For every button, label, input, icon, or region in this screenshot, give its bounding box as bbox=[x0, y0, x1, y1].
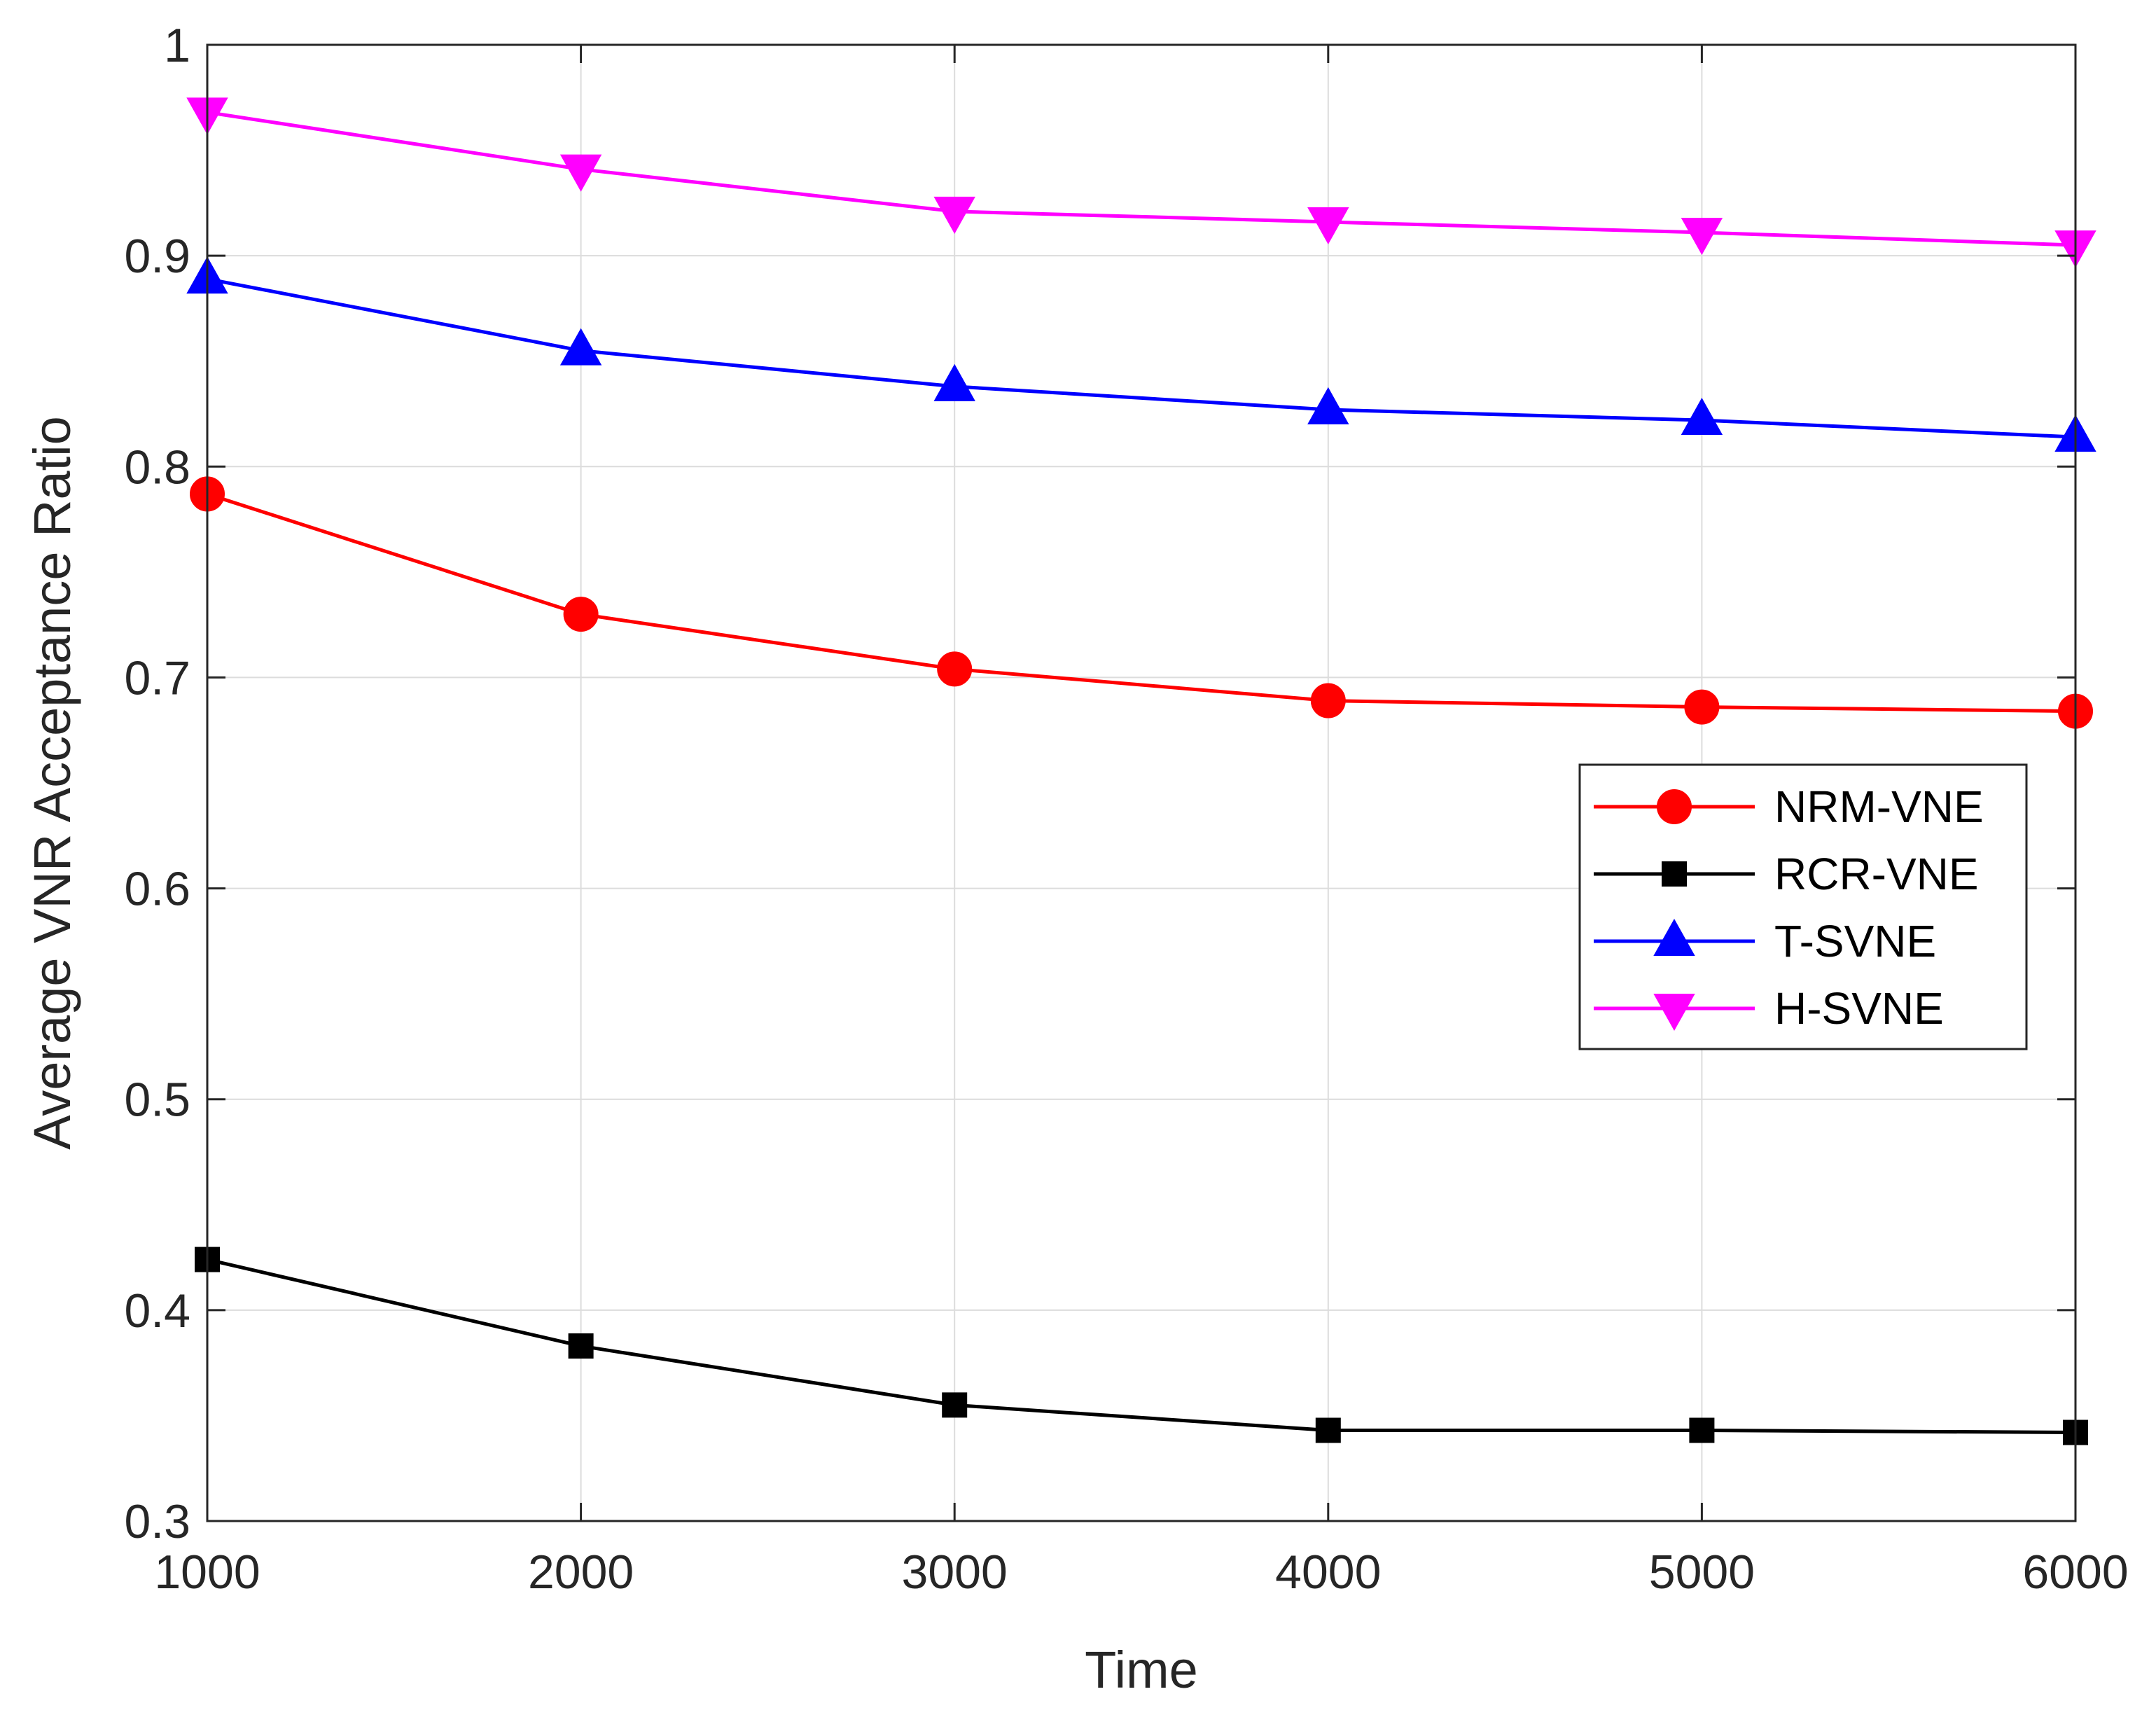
data-point-t-svne bbox=[1307, 387, 1349, 424]
series-h-svne bbox=[186, 97, 2096, 268]
tick-labels: 1000 2000 3000 4000 5000 6000 0.3 0.4 0.5 0.6 0.7 0… bbox=[124, 19, 2128, 1599]
data-point-h-svne bbox=[559, 154, 602, 192]
data-point-rcr-vne bbox=[1315, 1417, 1341, 1443]
data-point-nrm-vne bbox=[1684, 689, 1720, 725]
legend-item-h-svne: H-SVNE bbox=[1594, 983, 1944, 1034]
data-point-rcr-vne bbox=[568, 1333, 594, 1359]
legend-label: H-SVNE bbox=[1774, 983, 1944, 1034]
legend-label: T-SVNE bbox=[1774, 916, 1936, 966]
legend-box bbox=[1578, 763, 2028, 1050]
series-line-h-svne bbox=[207, 110, 2076, 247]
legend-marker bbox=[1662, 861, 1687, 887]
series-line-nrm-vne bbox=[207, 492, 2076, 714]
legend-marker bbox=[1657, 789, 1692, 824]
y-tick-label: 0.4 bbox=[124, 1284, 190, 1338]
legend-marker bbox=[1653, 918, 1695, 956]
x-axis-title: Time bbox=[1085, 1641, 1198, 1699]
y-tick-label: 0.8 bbox=[124, 440, 190, 494]
series-line-t-svne bbox=[207, 277, 2076, 439]
legend-item-t-svne: T-SVNE bbox=[1594, 916, 1936, 966]
data-point-h-svne bbox=[1307, 207, 1349, 245]
y-tick-label: 0.9 bbox=[124, 230, 190, 283]
legend: NRM-VNE RCR-VNE T-SVNE H-SVNE bbox=[1578, 763, 2028, 1050]
series-layer bbox=[186, 97, 2096, 1445]
data-point-t-svne bbox=[933, 363, 975, 401]
data-point-nrm-vne bbox=[563, 597, 599, 632]
data-point-h-svne bbox=[933, 196, 975, 234]
series-rcr-vne bbox=[195, 1247, 2088, 1445]
ticks bbox=[206, 43, 2077, 1522]
data-point-rcr-vne bbox=[942, 1392, 968, 1418]
x-tick-label: 3000 bbox=[902, 1546, 1008, 1599]
y-tick-label: 0.7 bbox=[124, 651, 190, 704]
x-tick-label: 6000 bbox=[2022, 1546, 2128, 1599]
data-point-t-svne bbox=[559, 328, 602, 366]
y-tick-label: 0.3 bbox=[124, 1495, 190, 1548]
plot-frame bbox=[206, 43, 2077, 1522]
y-axis-title: Average VNR Acceptance Ratio bbox=[23, 416, 81, 1150]
y-tick-label: 0.5 bbox=[124, 1074, 190, 1127]
legend-label: RCR-VNE bbox=[1774, 849, 1979, 899]
y-tick-label: 1 bbox=[164, 19, 190, 72]
x-tick-label: 5000 bbox=[1649, 1546, 1755, 1599]
data-point-h-svne bbox=[1681, 218, 1723, 256]
data-point-nrm-vne bbox=[1310, 683, 1346, 718]
x-tick-label: 4000 bbox=[1275, 1546, 1381, 1599]
legend-marker bbox=[1653, 994, 1695, 1032]
y-tick-label: 0.6 bbox=[124, 863, 190, 916]
x-tick-label: 1000 bbox=[154, 1546, 260, 1599]
legend-label: NRM-VNE bbox=[1774, 782, 1984, 832]
series-line-rcr-vne bbox=[207, 1258, 2076, 1435]
x-tick-label: 2000 bbox=[528, 1546, 634, 1599]
data-point-nrm-vne bbox=[937, 651, 973, 687]
legend-item-rcr-vne: RCR-VNE bbox=[1594, 849, 1979, 899]
data-point-t-svne bbox=[1681, 397, 1723, 436]
data-point-rcr-vne bbox=[1689, 1417, 1715, 1443]
legend-item-nrm-vne: NRM-VNE bbox=[1594, 782, 1984, 832]
